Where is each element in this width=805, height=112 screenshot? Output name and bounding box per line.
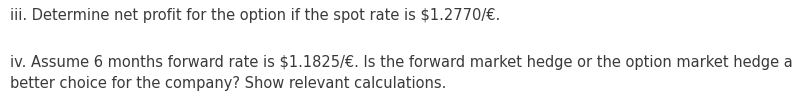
Text: better choice for the company? Show relevant calculations.: better choice for the company? Show rele…: [10, 76, 447, 91]
Text: iii. Determine net profit for the option if the spot rate is $1.2770/€.: iii. Determine net profit for the option…: [10, 8, 500, 23]
Text: iv. Assume 6 months forward rate is $1.1825/€. Is the forward market hedge or th: iv. Assume 6 months forward rate is $1.1…: [10, 55, 793, 70]
